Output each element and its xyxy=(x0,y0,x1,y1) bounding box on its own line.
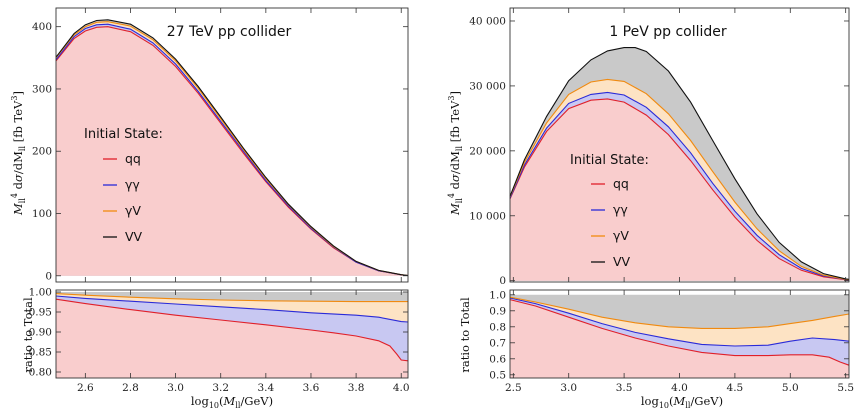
left-main-plot: 0 100 200 300 400 27 TeV pp collider Initial… xyxy=(10,7,409,283)
legend-label-vv: VV xyxy=(613,254,631,269)
left-xlabel: log10(Mll/GeV) xyxy=(191,394,273,410)
series-line-gv xyxy=(509,296,850,329)
x-tick-label: 3.5 xyxy=(616,382,633,394)
band-vv xyxy=(56,292,408,302)
x-tick-label: 4.0 xyxy=(671,382,688,394)
band-qq xyxy=(56,299,408,378)
y-tick-label: 0.95 xyxy=(29,307,52,319)
y-tick-label: 0.8 xyxy=(489,321,506,333)
legend-label-qq: qq xyxy=(613,176,629,191)
series-line-gg xyxy=(55,295,409,323)
legend-label-gg: γγ xyxy=(125,177,140,192)
x-tick-label: 2.6 xyxy=(77,382,94,394)
svg-text:Mll4 dσ/dMll [fb TeV3]: Mll4 dσ/dMll [fb TeV3] xyxy=(10,91,27,216)
y-tick-label: 0.5 xyxy=(489,369,506,381)
band-qq xyxy=(56,26,408,276)
plot-area: 0 100 200 300 400 xyxy=(32,7,409,283)
svg-text:log10(Mll/GeV): log10(Mll/GeV) xyxy=(641,394,723,410)
series-line-gg xyxy=(509,91,850,281)
svg-text:ratio to Total: ratio to Total xyxy=(458,297,472,373)
plot-area: 0 10 000 20 000 30 000 40 000 xyxy=(469,7,850,287)
legend-label-gv: γV xyxy=(125,203,141,218)
x-tick-label: 3.0 xyxy=(167,382,184,394)
x-tick-label: 2.8 xyxy=(122,382,139,394)
left-legend: Initial State: qq γγ γV VV xyxy=(84,127,163,244)
plot-area: 0.5 0.6 0.7 0.8 0.9 1.0 2.5 3.0 3.5 4.0 4.5 5.0 5.5 xyxy=(489,289,854,394)
y-tick-label: 0.9 xyxy=(489,305,506,317)
y-tick-label: 0.85 xyxy=(29,347,52,359)
right-legend: Initial State: qq γγ γV VV xyxy=(570,153,649,269)
right-ratio-ylabel: ratio to Total xyxy=(458,297,472,373)
y-tick-label: 100 xyxy=(32,208,52,220)
x-tick-label: 3.6 xyxy=(303,382,320,394)
x-tick-label: 3.2 xyxy=(212,382,229,394)
series-line-vv xyxy=(509,47,850,280)
y-tick-label: 0.80 xyxy=(29,367,52,379)
right-ratio-plot: 0.50.60.70.80.91.02.5 3.0 3.5 4.0 4.5 5.0 5.5 … xyxy=(458,289,854,410)
x-tick-label: 4.0 xyxy=(393,382,410,394)
x-tick-label: 5.0 xyxy=(782,382,799,394)
series-line-vv xyxy=(55,19,409,277)
svg-text:ratio to Total: ratio to Total xyxy=(21,297,35,373)
left-legend-title: Initial State: xyxy=(84,127,163,142)
x-tick-label: 3.8 xyxy=(348,382,365,394)
series-line-qq xyxy=(55,298,409,362)
y-tick-label: 400 xyxy=(32,21,52,33)
series-line-gg xyxy=(509,297,850,347)
right-legend-title: Initial State: xyxy=(570,153,649,168)
x-tick-label: 5.5 xyxy=(837,382,854,394)
series-line-qq xyxy=(509,299,850,366)
svg-text:Mll4 dσ/dMll [fb TeV3]: Mll4 dσ/dMll [fb TeV3] xyxy=(447,91,464,216)
y-tick-label: 10 000 xyxy=(469,210,506,222)
y-tick-label: 0 xyxy=(499,275,506,287)
y-tick-label: 1.0 xyxy=(489,289,506,301)
plot-frame xyxy=(55,7,409,283)
series-line-qq xyxy=(509,98,850,281)
left-ratio-plot: 0.80 0.85 0.90 0.95 1.00 2.6 2.8 3.0 3.2 3.4 3.6 3.… xyxy=(21,287,410,411)
y-tick-label: 30 000 xyxy=(469,80,506,92)
legend-label-gg: γγ xyxy=(613,202,628,217)
series-line-gv xyxy=(509,78,850,281)
left-ylabel: Mll4 dσ/dMll [fb TeV3] xyxy=(10,91,27,216)
right-xlabel: log10(Mll/GeV) xyxy=(641,394,723,410)
band-qq xyxy=(510,98,849,281)
band-qq xyxy=(510,299,849,378)
legend-label-qq: qq xyxy=(125,151,141,166)
y-tick-label: 20 000 xyxy=(469,145,506,157)
right-main-plot: 0 10 000 20 000 30 000 40 000 1 PeV pp colli… xyxy=(447,7,850,287)
right-ylabel: Mll4 dσ/dMll [fb TeV3] xyxy=(447,91,464,216)
y-tick-label: 0.6 xyxy=(489,353,506,365)
series-line-gg xyxy=(55,23,409,277)
y-tick-label: 0.90 xyxy=(29,327,52,339)
left-ratio-ylabel: ratio to Total xyxy=(21,297,35,373)
plot-area: 0.80 0.85 0.90 0.95 1.00 2.6 2.8 3.0 3.2 3.4 3.6 3.… xyxy=(29,287,410,395)
x-tick-label: 2.5 xyxy=(505,382,522,394)
x-tick-label: 3.4 xyxy=(257,382,274,394)
y-tick-label: 0 xyxy=(45,270,52,282)
y-tick-label: 0.7 xyxy=(489,337,506,349)
x-tick-label: 3.0 xyxy=(560,382,577,394)
y-tick-label: 1.00 xyxy=(29,287,52,299)
right-title: 1 PeV pp collider xyxy=(609,24,727,40)
legend-label-gv: γV xyxy=(613,228,629,243)
left-title: 27 TeV pp collider xyxy=(167,24,292,40)
x-tick-label: 4.5 xyxy=(727,382,744,394)
y-tick-label: 200 xyxy=(32,146,52,158)
svg-text:log10(Mll/GeV): log10(Mll/GeV) xyxy=(191,394,273,410)
series-line-gv xyxy=(55,293,408,303)
legend-label-vv: VV xyxy=(125,229,143,244)
y-tick-label: 40 000 xyxy=(469,15,506,27)
y-tick-label: 300 xyxy=(32,83,52,95)
plot-frame xyxy=(55,289,409,379)
band-vv xyxy=(510,294,849,329)
